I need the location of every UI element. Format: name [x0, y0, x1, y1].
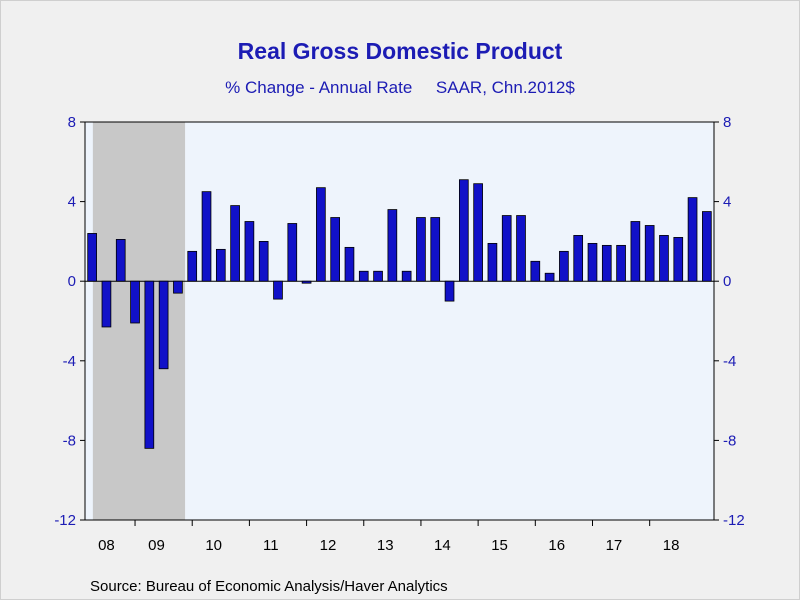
bar [273, 280, 283, 300]
x-tick-label: 17 [606, 537, 623, 554]
bar [115, 239, 126, 282]
bar [659, 235, 669, 282]
bar [373, 270, 383, 282]
chart-title: Real Gross Domestic Product [237, 38, 563, 64]
bar [501, 215, 512, 282]
bar [101, 280, 112, 328]
bar [130, 280, 140, 324]
bar [587, 242, 598, 282]
bar [487, 242, 498, 282]
bar [702, 211, 712, 282]
bar [673, 237, 684, 282]
bar [401, 270, 412, 282]
y-tick-label-right: -8 [723, 432, 736, 449]
y-tick-label-left: 4 [68, 194, 76, 211]
subtitle-right: SAAR, Chn.2012$ [435, 78, 575, 97]
y-tick-label-left: 8 [68, 114, 76, 131]
bar [516, 215, 526, 282]
y-tick-label-left: 0 [68, 273, 76, 290]
bar [158, 280, 169, 370]
y-tick-label-right: 8 [723, 114, 731, 131]
x-tick-label: 16 [548, 537, 565, 554]
bar [687, 197, 698, 282]
bar [573, 235, 584, 282]
plot-area [85, 122, 714, 520]
bar [287, 223, 298, 282]
bar [87, 233, 97, 282]
bar [230, 205, 240, 282]
x-tick-label: 13 [377, 537, 394, 554]
bar [244, 221, 255, 282]
bar [344, 246, 355, 282]
bar [387, 209, 398, 282]
bar [530, 260, 541, 282]
bar [416, 217, 426, 282]
bar [316, 187, 326, 282]
x-tick-label: 15 [491, 537, 508, 554]
y-tick-label-left: -8 [63, 432, 76, 449]
y-tick-label-right: 0 [723, 273, 731, 290]
bar [430, 217, 441, 282]
x-tick-label: 18 [663, 537, 680, 554]
x-tick-label: 09 [148, 537, 165, 554]
x-tick-label: 14 [434, 537, 451, 554]
plot-border [84, 121, 715, 521]
bar [215, 248, 226, 282]
bar [630, 221, 641, 282]
x-tick-label: 08 [98, 537, 115, 554]
bar [187, 250, 198, 282]
y-tick-label-right: 4 [723, 194, 731, 211]
bar [258, 240, 269, 282]
bar [301, 280, 312, 284]
bar [330, 217, 341, 282]
y-tick-label-right: -12 [723, 512, 745, 529]
bar [644, 225, 655, 282]
bar [444, 280, 455, 302]
bar [544, 272, 555, 282]
bar [559, 250, 569, 282]
bar [144, 280, 155, 449]
bar [616, 244, 626, 282]
y-tick-label-left: -4 [63, 353, 76, 370]
x-tick-label: 10 [205, 537, 222, 554]
bar [473, 183, 483, 282]
bar [201, 191, 212, 282]
x-tick-label: 11 [263, 537, 279, 554]
y-tick-label-left: -12 [54, 512, 76, 529]
bar [458, 179, 469, 282]
x-tick-label: 12 [320, 537, 337, 554]
bar [601, 244, 612, 282]
y-tick-label-right: -4 [723, 353, 736, 370]
bar [173, 280, 183, 294]
chart-subtitle: % Change - Annual Rate SAAR, Chn.2012$ [0, 78, 800, 98]
subtitle-left: % Change - Annual Rate [225, 78, 413, 97]
bar [358, 270, 369, 282]
source-note: Source: Bureau of Economic Analysis/Have… [90, 578, 448, 595]
